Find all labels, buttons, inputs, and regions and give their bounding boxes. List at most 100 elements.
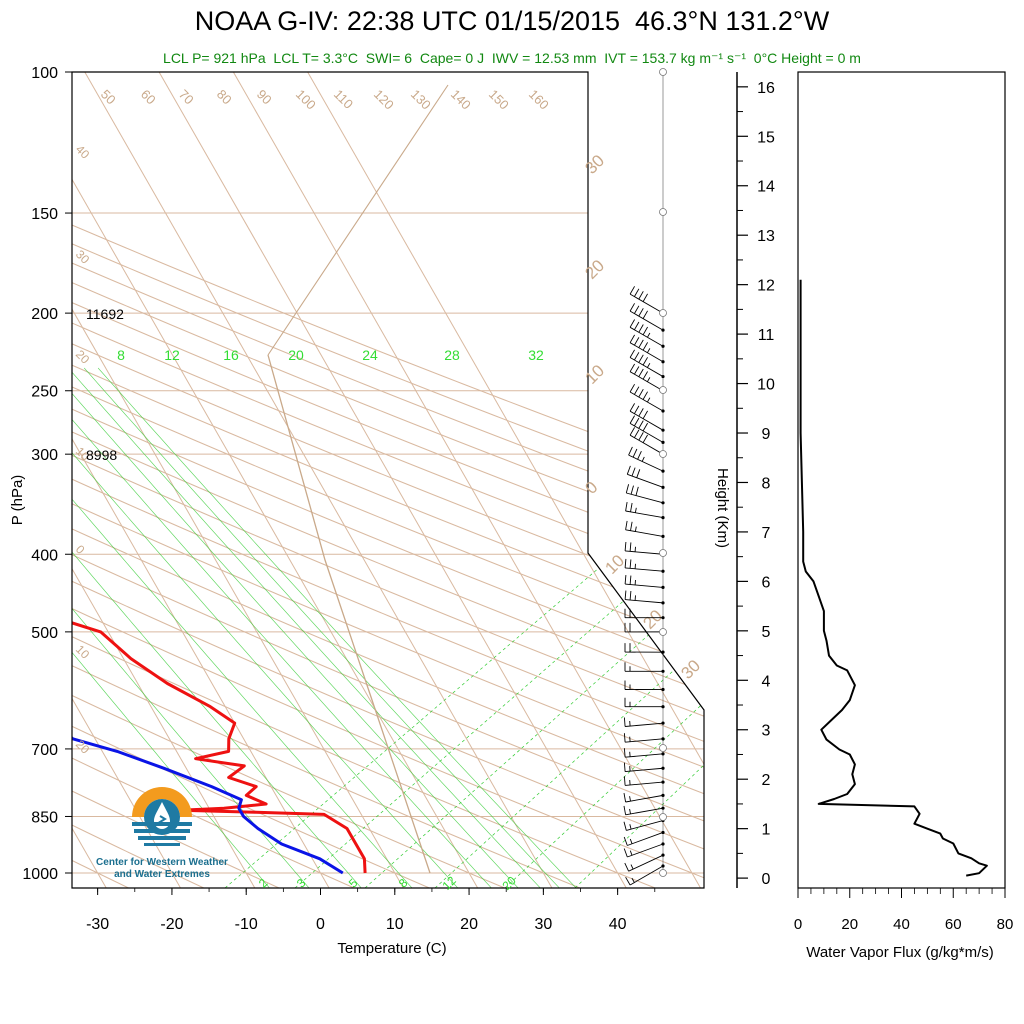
wind-barb-feather xyxy=(624,575,627,585)
isotherm-edge-label: 20 xyxy=(73,347,93,367)
wind-barb xyxy=(626,492,664,504)
wind-barb-dot xyxy=(661,780,665,784)
wind-barb-dot xyxy=(661,705,665,709)
wind-barb-feather xyxy=(629,427,635,436)
wind-barb-feather xyxy=(638,354,644,363)
height-label: 8998 xyxy=(86,447,117,463)
x-tick-label: 0 xyxy=(316,916,325,933)
wind-barb-half-feather xyxy=(647,348,651,353)
dry-adiabat-line xyxy=(72,72,704,888)
wind-barb-feather xyxy=(623,717,626,727)
wind-barb-half-feather xyxy=(629,808,631,814)
wind-barb-feather xyxy=(638,420,644,429)
dry-adiabat-line xyxy=(72,72,704,888)
isotherm-line xyxy=(72,72,256,888)
wind-barb-feather xyxy=(630,485,634,495)
wind-barb-half-feather xyxy=(629,796,631,802)
dry-adiabat-line xyxy=(72,72,704,888)
moist-adiabat-line xyxy=(224,557,611,888)
wind-barb xyxy=(625,753,664,758)
dry-adiabat-line xyxy=(72,72,704,888)
y-tick-label: 700 xyxy=(31,742,58,759)
wind-barb xyxy=(625,529,664,537)
adiabat-label: 140 xyxy=(448,87,474,113)
wind-barb-dot xyxy=(661,409,665,413)
wind-barb-dot xyxy=(661,374,665,379)
wind-barb-dot xyxy=(661,830,665,835)
mixing-ratio-label: 20 xyxy=(288,347,304,363)
mixing-ratio-line xyxy=(72,367,519,888)
wind-barb-feather xyxy=(623,793,627,803)
wind-barb xyxy=(625,599,664,604)
flux-x-axis-label: Water Vapor Flux (g/kg*m/s) xyxy=(806,944,994,961)
dry-adiabat-line xyxy=(72,72,704,888)
moist-adiabat-line xyxy=(574,557,704,888)
barb-level-circle xyxy=(659,813,667,821)
wind-barb-dot xyxy=(661,344,665,348)
wind-barb-feather xyxy=(642,422,648,432)
wind-barb xyxy=(625,550,664,555)
wind-barb-half-feather xyxy=(647,362,651,368)
isotherm-line xyxy=(232,72,701,888)
x-tick-label: 40 xyxy=(609,916,627,933)
mixing-ratio-label: 12 xyxy=(164,347,180,363)
wind-barb xyxy=(629,326,664,347)
adiabat-label: 70 xyxy=(176,87,197,108)
wind-barb-feather xyxy=(642,371,648,380)
moist-adiabat-line xyxy=(364,557,704,888)
wind-barb-feather xyxy=(634,321,640,331)
dry-adiabat-line xyxy=(72,72,704,888)
wind-barb-feather xyxy=(634,337,640,346)
wind-barb xyxy=(626,820,664,831)
wind-barb-half-feather xyxy=(634,507,637,513)
barb-level-circle xyxy=(659,744,667,752)
isotherm-line xyxy=(72,72,330,888)
wind-barb-half-feather xyxy=(631,877,635,883)
isotherm-line xyxy=(72,72,404,888)
isotherm-edge-label: 0 xyxy=(73,542,88,557)
wind-barb-half-feather xyxy=(647,377,651,382)
wind-barb-feather xyxy=(623,848,628,858)
wind-barb xyxy=(625,794,664,803)
skewt-profiles xyxy=(72,294,367,875)
wind-barb-half-feather xyxy=(641,456,645,462)
x-axis-label: Temperature (C) xyxy=(337,940,446,957)
wind-barb-feather xyxy=(624,862,630,872)
isotherm-line xyxy=(72,72,181,888)
wind-barb-feather xyxy=(629,349,635,358)
mixing-ratio-label: 28 xyxy=(444,347,460,363)
wind-barb-feather xyxy=(629,383,635,393)
wind-barb-feather xyxy=(637,451,642,460)
height-axis-label: Height (Km) xyxy=(714,468,731,548)
dewpoint-line xyxy=(72,294,344,875)
wind-barb-dot xyxy=(661,485,665,489)
temperature-line xyxy=(72,295,367,874)
wind-barb-feather xyxy=(624,558,627,568)
wind-barb xyxy=(628,854,664,872)
dry-adiabat-line xyxy=(72,72,704,888)
wind-barb-feather xyxy=(629,403,635,412)
barb-level-circle xyxy=(659,450,667,458)
adiabat-label: 120 xyxy=(371,87,397,113)
dry-adiabat-line xyxy=(0,72,53,888)
height-tick-label: 9 xyxy=(762,426,771,443)
isotherm-edge-label: 20 xyxy=(581,256,608,283)
wind-barb-feather xyxy=(630,502,633,512)
height-tick-label: 16 xyxy=(757,80,775,97)
wind-barb-feather xyxy=(634,386,640,395)
dry-adiabat-line xyxy=(72,72,656,888)
wind-barb xyxy=(629,865,664,886)
wind-barb-feather xyxy=(642,310,648,319)
barb-level-circle xyxy=(659,68,667,76)
height-tick-label: 7 xyxy=(762,525,771,542)
wind-barb-feather xyxy=(625,520,628,530)
wind-barb-feather xyxy=(629,286,635,295)
wind-barb-feather xyxy=(634,429,640,438)
moist-adiabat-line xyxy=(504,557,704,888)
x-tick-label: 20 xyxy=(460,916,478,933)
wind-barb-dot xyxy=(661,360,665,364)
adiabat-label: 130 xyxy=(408,87,434,113)
isotherm-line xyxy=(84,72,553,888)
height-tick-label: 4 xyxy=(762,673,771,690)
